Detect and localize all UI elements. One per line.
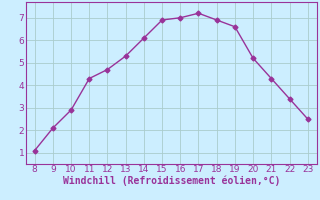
X-axis label: Windchill (Refroidissement éolien,°C): Windchill (Refroidissement éolien,°C)	[62, 176, 280, 186]
